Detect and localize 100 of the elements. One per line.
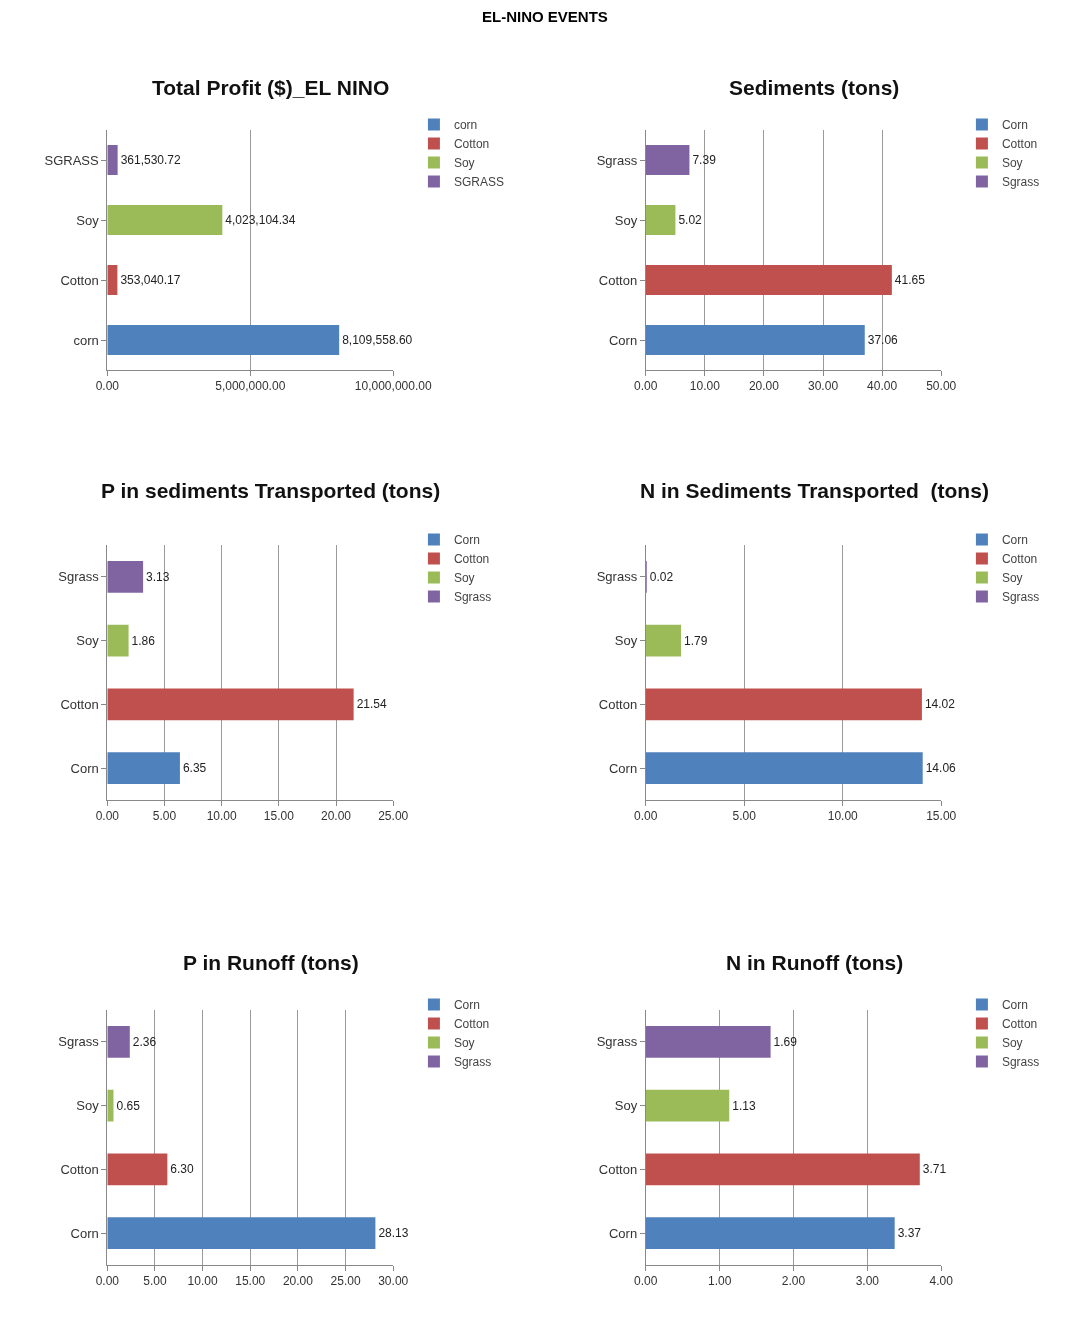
chart-title: Total Profit ($)_EL NINO — [152, 76, 390, 99]
x-tick-label: 0.00 — [634, 809, 658, 824]
legend-label: Corn — [1001, 998, 1028, 1013]
legend-label: Cotton — [453, 552, 490, 567]
x-tick-label: 10.00 — [689, 379, 721, 394]
legend-label: Soy — [453, 1036, 475, 1051]
data-label: 1.79 — [684, 633, 708, 648]
chart-title: N in Sediments Transported (tons) — [640, 479, 989, 502]
x-tick-label: 10.00 — [187, 1274, 218, 1289]
legend-label: Soy — [453, 571, 475, 586]
x-tick-label: 10.00 — [827, 809, 859, 824]
x-tick-label: 40.00 — [867, 379, 898, 394]
legend-label: Cotton — [1001, 137, 1038, 152]
legend-label: Soy — [1001, 156, 1023, 171]
y-tick-label: Cotton — [598, 272, 638, 288]
data-label: 14.06 — [925, 761, 957, 776]
data-label: 4,023,104.34 — [225, 213, 296, 227]
y-tick-label: Cotton — [60, 272, 99, 288]
y-tick-label: Sgrass — [596, 1034, 638, 1050]
legend-label: Sgrass — [1001, 1055, 1040, 1070]
legend-label: Cotton — [453, 137, 490, 152]
chart-title: P in Runoff (tons) — [183, 951, 359, 974]
data-label: 1.13 — [732, 1098, 756, 1113]
x-tick-label: 30.00 — [808, 379, 839, 394]
x-tick-label: 25.00 — [378, 809, 409, 824]
y-tick-label: Corn — [608, 1225, 638, 1241]
text: EL-NINO EVENTS — [482, 8, 608, 25]
data-label: 3.71 — [922, 1162, 947, 1177]
y-tick-label: Sgrass — [596, 569, 638, 585]
data-label: 1.69 — [773, 1034, 798, 1049]
legend-label: Soy — [453, 156, 475, 171]
data-label: 5.02 — [678, 213, 703, 227]
data-label: 3.37 — [897, 1226, 922, 1241]
x-tick-label: 5.00 — [143, 1274, 167, 1289]
y-tick-label: Soy — [614, 1098, 638, 1114]
x-tick-label: 20.00 — [282, 1274, 314, 1289]
data-label: 3.13 — [146, 569, 170, 584]
legend-label: Sgrass — [1001, 175, 1040, 190]
y-tick-label: Cotton — [598, 696, 638, 712]
chart-title: P in sediments Transported (tons) — [101, 479, 441, 502]
y-tick-label: Corn — [608, 332, 638, 348]
y-tick-label: SGRASS — [44, 152, 100, 168]
x-tick-label: 50.00 — [926, 379, 957, 394]
y-tick-label: corn — [73, 332, 99, 348]
data-label: 41.65 — [894, 273, 926, 287]
x-tick-label: 10.00 — [206, 809, 237, 824]
legend-label: SGRASS — [453, 175, 504, 190]
data-label: 21.54 — [356, 697, 387, 712]
y-tick-label: Soy — [614, 212, 638, 228]
y-tick-label: Sgrass — [58, 569, 100, 585]
data-label: 353,040.17 — [120, 273, 181, 287]
legend-label: Corn — [453, 998, 480, 1013]
x-tick-label: 0.00 — [634, 1274, 658, 1289]
x-tick-label: 15.00 — [235, 1274, 266, 1289]
legend-label: Cotton — [1001, 552, 1038, 567]
data-label: 6.35 — [182, 761, 207, 776]
x-tick-label: 0.00 — [95, 1274, 120, 1289]
legend-label: Cotton — [1001, 1017, 1038, 1032]
y-tick-label: Sgrass — [58, 1034, 100, 1050]
legend-label: Corn — [453, 533, 480, 548]
legend-label: Soy — [1001, 571, 1023, 586]
x-tick-label: 0.00 — [95, 809, 120, 824]
x-tick-label: 5.00 — [152, 809, 177, 824]
chart-title: Sediments (tons) — [729, 76, 900, 99]
y-tick-label: Cotton — [60, 1161, 99, 1177]
x-tick-label: 20.00 — [321, 809, 352, 824]
data-label: 0.65 — [116, 1098, 141, 1113]
y-tick-label: Sgrass — [596, 152, 638, 168]
x-tick-label: 25.00 — [330, 1274, 361, 1289]
legend-label: Sgrass — [453, 1055, 492, 1070]
legend-label: Cotton — [453, 1017, 490, 1032]
data-label: 361,530.72 — [120, 153, 182, 167]
data-label: 0.02 — [649, 569, 674, 584]
y-tick-label: Corn — [608, 760, 638, 776]
x-tick-label: 15.00 — [926, 809, 957, 824]
x-tick-label: 3.00 — [855, 1274, 880, 1289]
x-tick-label: 10,000,000.00 — [354, 379, 432, 394]
data-label: 1.86 — [131, 633, 156, 648]
chart-title: N in Runoff (tons) — [726, 951, 904, 974]
legend-label: Soy — [1001, 1036, 1023, 1051]
x-tick-label: 5,000,000.00 — [215, 379, 286, 394]
y-tick-label: Soy — [76, 633, 100, 649]
x-tick-label: 1.00 — [707, 1274, 732, 1289]
x-tick-label: 4.00 — [929, 1274, 954, 1289]
x-tick-label: 5.00 — [732, 809, 757, 824]
data-label: 6.30 — [170, 1162, 195, 1177]
data-label: 37.06 — [867, 333, 899, 347]
data-label: 8,109,558.60 — [342, 333, 413, 347]
data-label: 2.36 — [132, 1034, 157, 1049]
data-label: 7.39 — [692, 153, 717, 167]
y-tick-label: Corn — [70, 1225, 99, 1241]
y-tick-label: Soy — [76, 1098, 100, 1114]
legend-label: corn — [453, 118, 478, 133]
legend-label: Sgrass — [1001, 590, 1040, 605]
y-tick-label: Soy — [614, 633, 638, 649]
x-tick-label: 20.00 — [748, 379, 780, 394]
y-tick-label: Corn — [70, 760, 99, 776]
legend-label: Sgrass — [453, 590, 492, 605]
legend-label: Corn — [1001, 118, 1028, 133]
y-tick-label: Cotton — [598, 1161, 638, 1177]
